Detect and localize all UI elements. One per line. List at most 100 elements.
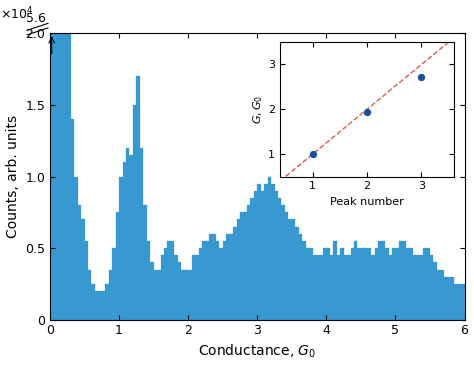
Bar (95, 291, 98, 320)
Bar (340, 248, 344, 320)
Bar (167, 241, 171, 320)
Y-axis label: Counts, arb. units: Counts, arb. units (6, 115, 19, 238)
Bar (440, 269, 444, 320)
Bar (223, 241, 226, 320)
Bar (209, 234, 212, 320)
Bar (54, 33, 57, 320)
Bar (143, 205, 146, 320)
Bar (437, 269, 440, 320)
Bar (309, 248, 312, 320)
Bar (368, 248, 371, 320)
Bar (226, 234, 229, 320)
Bar (278, 198, 282, 320)
Bar (316, 255, 319, 320)
Bar (178, 262, 181, 320)
Bar (378, 241, 382, 320)
Bar (91, 284, 95, 320)
Bar (382, 241, 385, 320)
Bar (98, 291, 102, 320)
Bar (419, 255, 423, 320)
Bar (288, 220, 292, 320)
Bar (84, 241, 88, 320)
Bar (199, 248, 202, 320)
Bar (361, 248, 365, 320)
Bar (133, 105, 137, 320)
Bar (302, 241, 306, 320)
Bar (319, 255, 323, 320)
Bar (237, 220, 240, 320)
Bar (229, 234, 233, 320)
Bar (78, 205, 81, 320)
Bar (64, 33, 67, 320)
Bar (333, 241, 337, 320)
Bar (74, 176, 78, 320)
Bar (416, 255, 419, 320)
Bar (185, 269, 188, 320)
Bar (312, 255, 316, 320)
Bar (60, 33, 64, 320)
Bar (212, 234, 216, 320)
Bar (444, 277, 447, 320)
Bar (354, 241, 357, 320)
Bar (430, 255, 433, 320)
Bar (161, 255, 164, 320)
Bar (188, 269, 191, 320)
Bar (285, 212, 288, 320)
Bar (406, 248, 409, 320)
Bar (392, 248, 395, 320)
Bar (371, 255, 374, 320)
Text: 5.6: 5.6 (26, 12, 46, 25)
Bar (181, 269, 185, 320)
Bar (395, 248, 399, 320)
Bar (137, 76, 140, 320)
Bar (447, 277, 451, 320)
Bar (330, 255, 333, 320)
Bar (247, 205, 250, 320)
Bar (365, 248, 368, 320)
Bar (154, 269, 157, 320)
Bar (164, 248, 167, 320)
Bar (451, 277, 454, 320)
Bar (150, 262, 154, 320)
Bar (457, 284, 461, 320)
Bar (282, 205, 285, 320)
Bar (205, 241, 209, 320)
Bar (413, 255, 416, 320)
Bar (250, 198, 254, 320)
Bar (257, 184, 261, 320)
Bar (337, 255, 340, 320)
Bar (171, 241, 174, 320)
Bar (88, 269, 91, 320)
Bar (454, 284, 457, 320)
Text: $\times 10^4$: $\times 10^4$ (0, 5, 34, 22)
Bar (109, 269, 112, 320)
Bar (195, 255, 199, 320)
Bar (274, 191, 278, 320)
Bar (174, 255, 178, 320)
Bar (219, 248, 223, 320)
Bar (254, 191, 257, 320)
Bar (423, 248, 427, 320)
Bar (126, 148, 129, 320)
Bar (427, 248, 430, 320)
Bar (146, 241, 150, 320)
Bar (385, 248, 389, 320)
Bar (299, 234, 302, 320)
Bar (399, 241, 402, 320)
Bar (389, 255, 392, 320)
Bar (191, 255, 195, 320)
Bar (112, 248, 116, 320)
Bar (71, 119, 74, 320)
Bar (233, 227, 237, 320)
Bar (240, 212, 244, 320)
Bar (409, 248, 413, 320)
Bar (461, 284, 465, 320)
Bar (264, 184, 268, 320)
Bar (244, 212, 247, 320)
Bar (433, 262, 437, 320)
Bar (157, 269, 161, 320)
Bar (105, 284, 109, 320)
Bar (202, 241, 205, 320)
Bar (350, 248, 354, 320)
Bar (344, 255, 347, 320)
